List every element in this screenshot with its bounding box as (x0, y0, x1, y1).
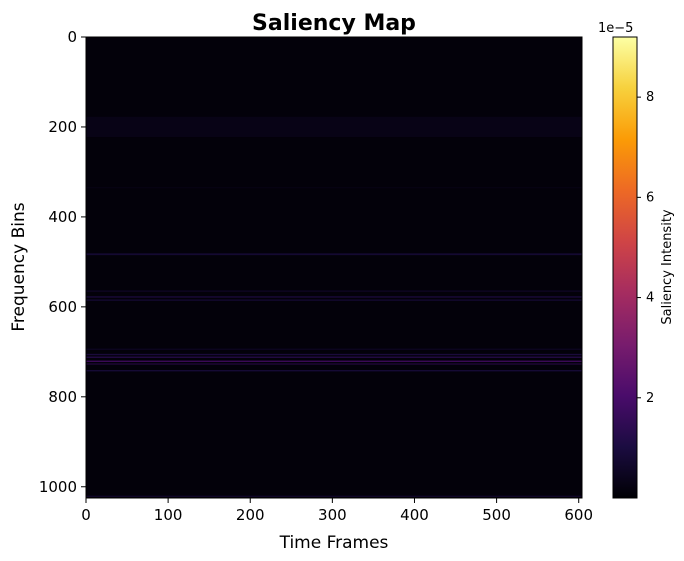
heatmap-band (86, 370, 582, 372)
heatmap-band (86, 495, 582, 497)
heatmap-background (86, 37, 582, 498)
heatmap-band (86, 363, 582, 365)
heatmap-band (86, 299, 582, 301)
x-tick-label: 400 (400, 506, 429, 524)
y-axis-label: Frequency Bins (9, 202, 29, 331)
y-tick-label: 0 (67, 28, 77, 46)
heatmap-band (86, 348, 582, 350)
x-tick-label: 500 (482, 506, 511, 524)
y-tick-label: 800 (48, 388, 77, 406)
y-tick-label: 400 (48, 208, 77, 226)
plot-frame (85, 36, 583, 499)
x-axis-label: Time Frames (279, 533, 389, 553)
colorbar: 2 4 6 8 1e−5 Saliency Intensity (598, 21, 675, 499)
heatmap-band (86, 356, 582, 358)
x-axis: 0 100 200 300 400 500 600 (81, 498, 593, 524)
x-tick-label: 200 (236, 506, 265, 524)
colorbar-tick-label: 6 (646, 190, 654, 205)
colorbar-tick-label: 4 (646, 291, 654, 306)
y-tick-label: 200 (48, 118, 77, 136)
y-tick-label: 1000 (39, 478, 77, 496)
colorbar-label: Saliency Intensity (660, 209, 675, 325)
colorbar-tick-label: 2 (646, 391, 654, 406)
heatmap-band (86, 253, 582, 256)
colorbar-offset-text: 1e−5 (598, 21, 633, 36)
chart-title: Saliency Map (252, 11, 416, 36)
x-tick-label: 300 (318, 506, 347, 524)
y-axis: 0 200 400 600 800 1000 (39, 28, 86, 496)
heatmap-band (86, 296, 582, 298)
heatmap-band (86, 353, 582, 356)
y-tick-label: 600 (48, 298, 77, 316)
heatmap-band (86, 360, 582, 362)
colorbar-gradient (612, 36, 638, 499)
heatmap-band (86, 116, 582, 138)
heatmap-band (86, 290, 582, 292)
colorbar-ticks: 2 4 6 8 (637, 90, 654, 406)
heatmap (85, 36, 583, 499)
heatmap-band (86, 187, 582, 189)
x-tick-label: 600 (564, 506, 593, 524)
heatmap-bands (86, 116, 582, 497)
x-tick-label: 0 (81, 506, 91, 524)
colorbar-tick-label: 8 (646, 90, 654, 105)
x-tick-label: 100 (154, 506, 183, 524)
